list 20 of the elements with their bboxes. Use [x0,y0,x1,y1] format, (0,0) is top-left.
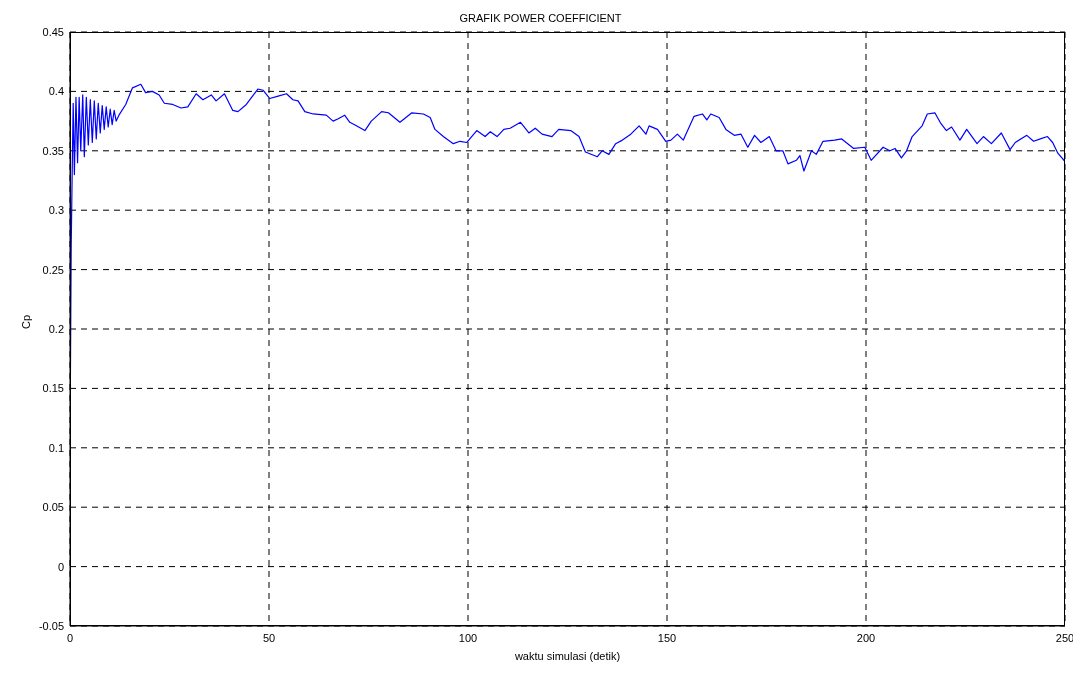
x-tick-label: 200 [856,631,876,644]
y-tick-label: 0.1 [48,441,64,454]
y-tick-label: 0 [57,560,64,573]
x-tick-label: 0 [66,631,74,644]
y-tick-label: 0.4 [48,85,64,98]
x-tick-label: 100 [458,631,478,644]
chart-title: GRAFIK POWER COEFFICIENT [458,12,623,24]
x-axis-title: waktu simulasi (detik) [513,650,621,662]
y-tick-label: 0.35 [42,144,64,157]
y-tick-label: 0.45 [42,25,64,38]
y-tick-label: -0.05 [38,619,64,632]
x-tick-label: 50 [262,631,276,644]
y-tick-label: 0.2 [48,322,64,335]
y-tick-label: 0.25 [42,263,64,276]
x-tick-label: 250 [1055,631,1075,644]
y-tick-label: 0.05 [42,501,64,514]
y-tick-label: 0.15 [42,382,64,395]
y-axis-title: Cp [19,314,32,329]
y-tick-label: 0.3 [48,204,64,217]
x-tick-label: 150 [657,631,677,644]
